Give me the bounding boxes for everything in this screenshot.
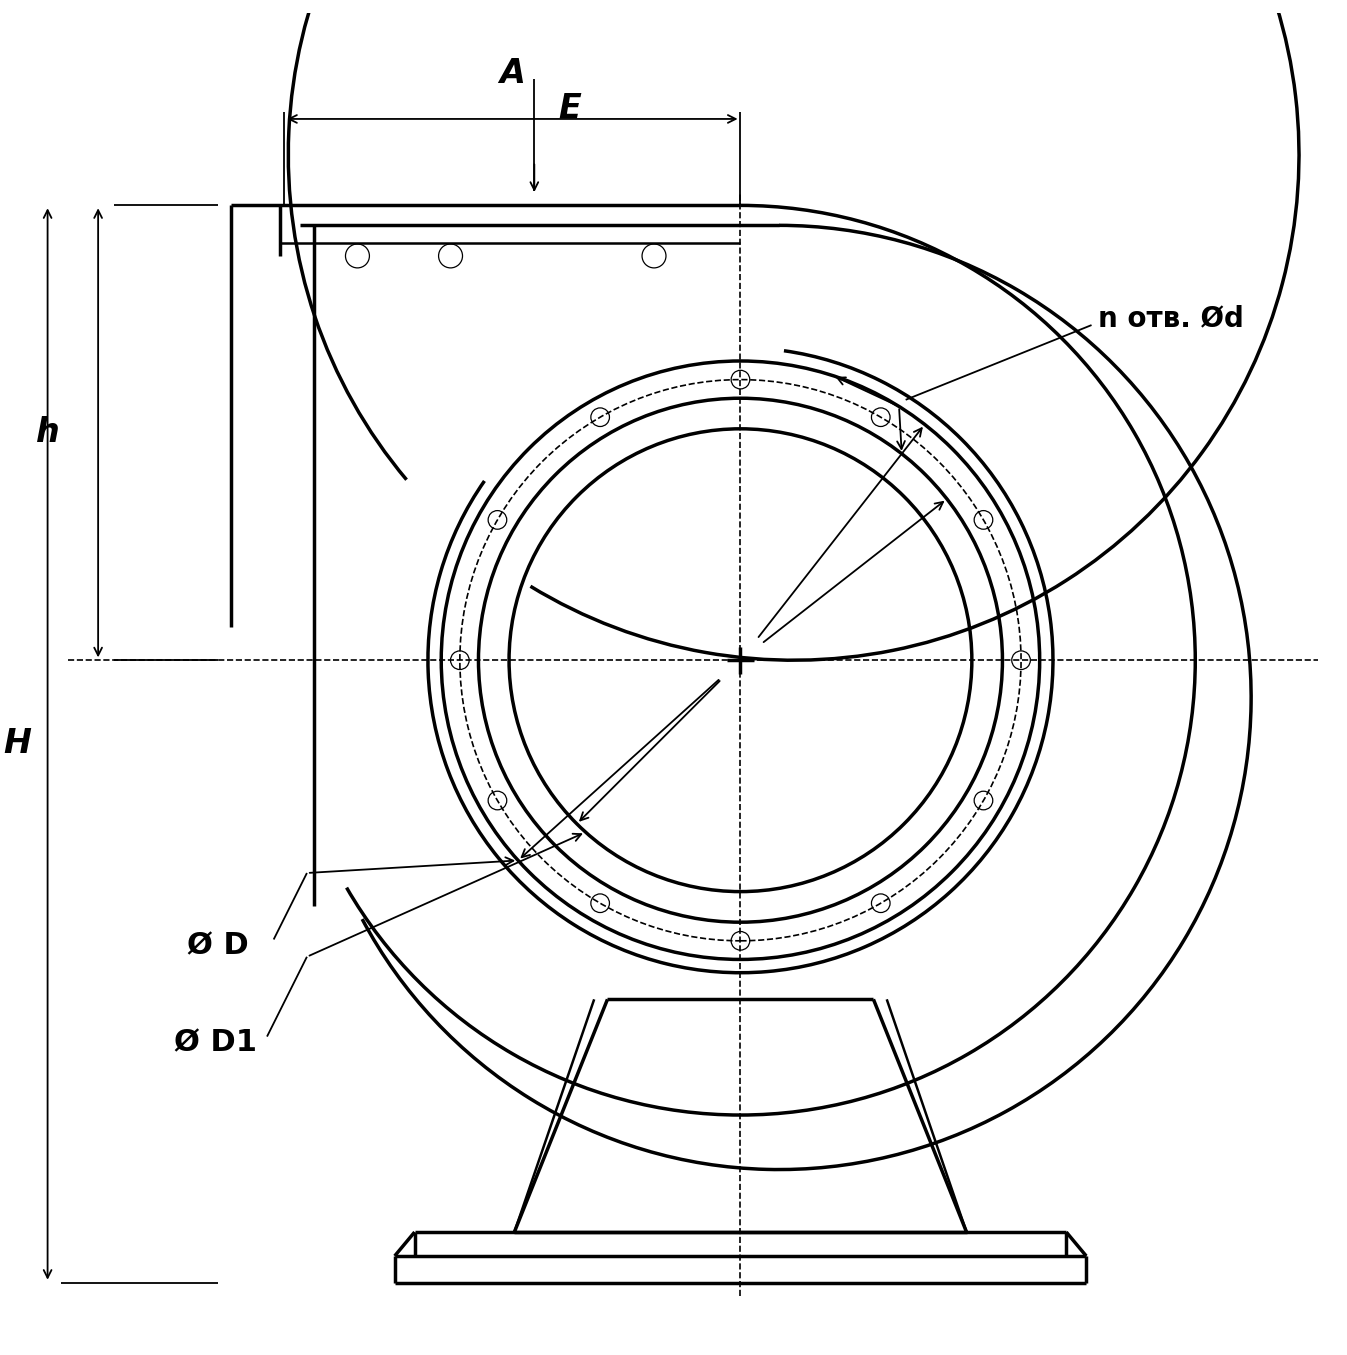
Text: n отв. Ød: n отв. Ød <box>1098 305 1245 332</box>
Text: Ø D: Ø D <box>187 932 249 961</box>
Text: A: A <box>500 57 525 89</box>
Text: h: h <box>36 416 59 450</box>
Text: E: E <box>558 92 581 126</box>
Text: Ø D1: Ø D1 <box>174 1028 257 1058</box>
Text: H: H <box>3 728 31 760</box>
